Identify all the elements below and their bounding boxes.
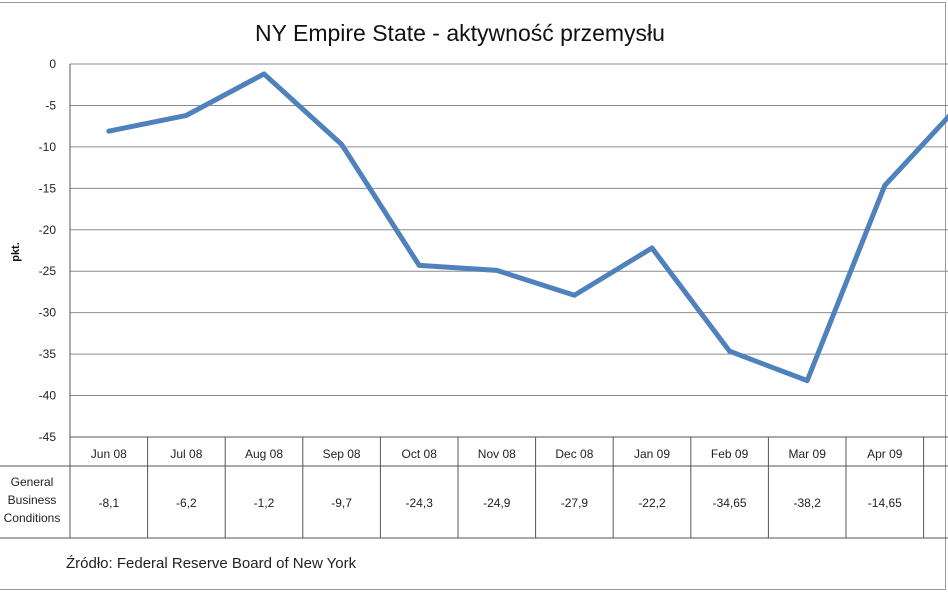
x-tick-label: Jan 09: [634, 447, 670, 461]
source-note: Źródło: Federal Reserve Board of New Yor…: [66, 555, 357, 572]
data-label: -9,7: [331, 496, 352, 510]
y-tick-label: -25: [39, 264, 57, 278]
x-tick-label: Sep 08: [323, 447, 361, 461]
data-label: -6,2: [176, 496, 197, 510]
y-tick-label: -20: [39, 223, 57, 237]
data-label: -27,9: [561, 496, 589, 510]
y-tick-label: -40: [39, 389, 57, 403]
y-tick-label: -35: [39, 347, 57, 361]
data-label: -8,1: [98, 496, 119, 510]
x-tick-label: Jun 08: [91, 447, 127, 461]
y-tick-label: -30: [39, 306, 57, 320]
table-row-label: Conditions: [4, 511, 61, 525]
data-label: -1,2: [254, 496, 275, 510]
y-tick-label: -5: [45, 98, 56, 112]
chart-title: NY Empire State - aktywność przemysłu: [255, 20, 665, 46]
y-tick-label: -10: [39, 140, 57, 154]
y-tick-label: -15: [39, 181, 57, 195]
x-tick-label: Dec 08: [555, 447, 593, 461]
data-label: -24,3: [406, 496, 434, 510]
x-tick-label: Apr 09: [867, 447, 903, 461]
x-tick-label: Nov 08: [478, 447, 516, 461]
data-label: -14,65: [868, 496, 902, 510]
x-tick-label: Oct 08: [402, 447, 438, 461]
data-label: -22,2: [638, 496, 666, 510]
y-tick-label: -45: [39, 430, 57, 444]
y-tick-label: 0: [49, 57, 56, 71]
table-row-label: General: [11, 475, 54, 489]
x-tick-label: Mar 09: [789, 447, 827, 461]
x-tick-label: Jul 08: [170, 447, 202, 461]
table-row-label: Business: [8, 493, 57, 507]
x-tick-label: Feb 09: [711, 447, 749, 461]
x-tick-label: Aug 08: [245, 447, 283, 461]
data-label: -34,65: [713, 496, 747, 510]
data-label: -38,2: [794, 496, 822, 510]
data-label: -24,9: [483, 496, 511, 510]
series-line: [106, 71, 948, 384]
